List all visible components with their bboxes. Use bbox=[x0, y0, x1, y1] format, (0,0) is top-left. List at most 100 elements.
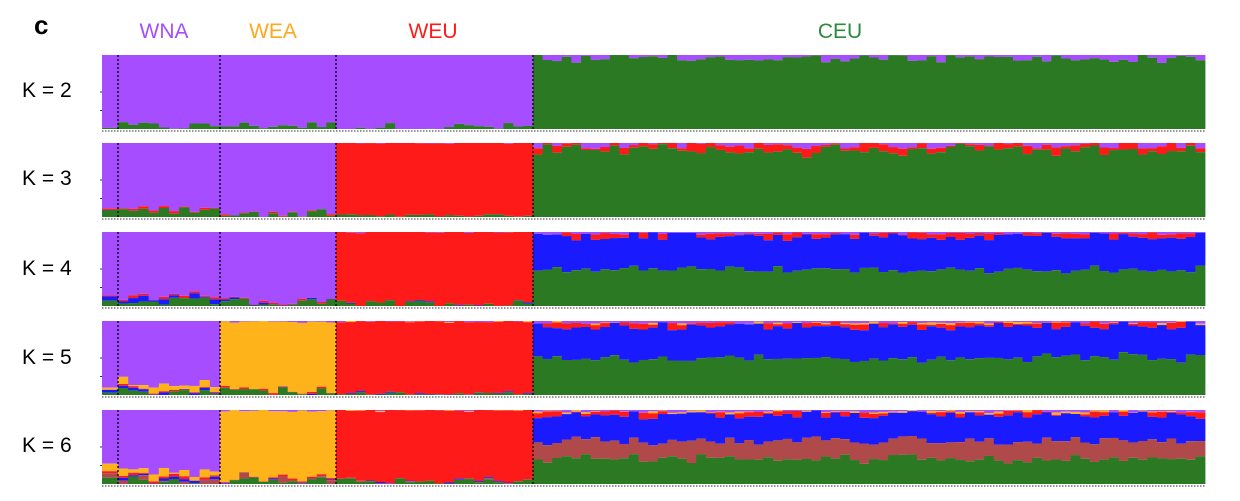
bar-ceu-green bbox=[1041, 271, 1052, 306]
bar-ceu-blue bbox=[1195, 325, 1206, 355]
bar-wea-green bbox=[249, 125, 260, 129]
bar-ceu-green bbox=[744, 459, 755, 484]
bar-ceu-purple bbox=[1070, 410, 1081, 412]
bar-wea-purple bbox=[268, 410, 279, 412]
bar-ceu-purple bbox=[629, 410, 639, 412]
bar-weu-green bbox=[483, 392, 494, 395]
bar-ceu-blue bbox=[1147, 416, 1158, 440]
bar-ceu-green bbox=[667, 456, 678, 484]
bar-ceu-green bbox=[811, 460, 822, 484]
bar-ceu-orange bbox=[936, 322, 947, 324]
bar-ceu-green bbox=[763, 359, 774, 395]
bar-ceu-purple bbox=[936, 232, 947, 235]
bar-ceu-purple bbox=[1176, 410, 1187, 413]
bar-wna-blue bbox=[179, 479, 190, 482]
bar-ceu-purple bbox=[677, 232, 687, 233]
bar-weu-blue bbox=[414, 393, 426, 395]
bar-wea-brown bbox=[239, 472, 250, 479]
bar-ceu-purple bbox=[1080, 232, 1091, 235]
bar-ceu-purple bbox=[945, 321, 956, 324]
bar-weu-green bbox=[424, 480, 435, 484]
bar-ceu-orange bbox=[955, 411, 966, 414]
bar-wea-purple bbox=[297, 232, 308, 299]
bar-ceu-purple bbox=[552, 410, 563, 411]
bar-ceu-purple bbox=[773, 55, 783, 61]
bar-wea-orange bbox=[278, 411, 289, 475]
bar-wna-red bbox=[102, 471, 119, 474]
bar-ceu-brown bbox=[715, 443, 726, 458]
bar-ceu-red bbox=[1176, 412, 1187, 415]
bar-wna-red bbox=[189, 291, 200, 294]
bar-ceu-purple bbox=[869, 321, 879, 322]
bar-ceu-green bbox=[1022, 269, 1033, 306]
bar-ceu-red bbox=[821, 234, 831, 238]
bar-ceu-red bbox=[571, 322, 582, 328]
bar-ceu-green bbox=[1003, 359, 1014, 395]
bar-ceu-green bbox=[1185, 56, 1196, 129]
bar-wea-red bbox=[239, 297, 250, 299]
bar-ceu-orange bbox=[974, 321, 985, 324]
bar-ceu-green bbox=[1061, 273, 1071, 306]
bar-wea-green bbox=[287, 481, 298, 484]
bar-ceu-purple bbox=[1137, 410, 1148, 411]
bar-ceu-brown bbox=[1080, 442, 1091, 459]
bar-ceu-green bbox=[821, 357, 831, 395]
bar-wna-blue bbox=[158, 478, 170, 481]
bar-ceu-purple bbox=[1157, 232, 1167, 235]
bar-wna-purple bbox=[169, 410, 180, 473]
bar-ceu-green bbox=[667, 148, 678, 217]
bar-weu-orange bbox=[493, 321, 504, 322]
bar-weu-red bbox=[483, 410, 494, 478]
bar-ceu-purple bbox=[1003, 232, 1014, 234]
bar-ceu-blue bbox=[1128, 325, 1139, 355]
bar-weu-purple bbox=[424, 232, 435, 233]
bar-ceu-purple bbox=[897, 410, 908, 412]
bar-ceu-blue bbox=[734, 323, 745, 358]
bar-ceu-orange bbox=[600, 322, 611, 324]
bar-ceu-green bbox=[1195, 152, 1206, 217]
bar-ceu-green bbox=[869, 57, 879, 129]
bar-wna-red bbox=[209, 207, 221, 209]
bar-wea-blue bbox=[278, 305, 289, 306]
bar-wna-purple bbox=[169, 321, 180, 387]
bar-ceu-purple bbox=[715, 55, 726, 57]
bar-weu-green bbox=[365, 215, 376, 217]
bar-weu-red bbox=[503, 321, 514, 392]
bar-weu-red bbox=[483, 232, 494, 304]
bar-ceu-purple bbox=[821, 410, 831, 413]
bar-ceu-orange bbox=[811, 322, 822, 323]
bar-wea-brown bbox=[278, 476, 289, 483]
bar-ceu-green bbox=[561, 272, 572, 306]
bar-ceu-purple bbox=[1099, 232, 1110, 234]
bar-ceu-green bbox=[763, 271, 774, 306]
bar-ceu-blue bbox=[974, 235, 985, 269]
bar-ceu-green bbox=[1176, 151, 1187, 217]
bar-ceu-blue bbox=[1022, 417, 1033, 442]
bar-ceu-blue bbox=[1089, 327, 1100, 357]
bar-ceu-red bbox=[888, 323, 899, 325]
bar-ceu-red bbox=[1080, 234, 1091, 239]
bar-ceu-orange bbox=[965, 321, 975, 323]
bar-wna-red bbox=[118, 384, 129, 386]
bar-wna-green bbox=[138, 391, 149, 395]
bar-weu-red bbox=[385, 143, 396, 215]
bar-ceu-red bbox=[1118, 143, 1129, 150]
bar-ceu-green bbox=[734, 153, 745, 217]
bar-ceu-green bbox=[1051, 357, 1062, 395]
bar-ceu-purple bbox=[763, 232, 774, 234]
bar-ceu-green bbox=[955, 57, 966, 129]
bar-weu-red bbox=[355, 321, 366, 392]
bar-ceu-red bbox=[782, 411, 793, 414]
bar-wea-green bbox=[239, 122, 250, 129]
bar-ceu-purple bbox=[533, 410, 543, 412]
bar-ceu-purple bbox=[725, 321, 735, 323]
bar-ceu-green bbox=[840, 269, 851, 306]
bar-ceu-purple bbox=[696, 321, 707, 323]
bar-ceu-purple bbox=[955, 232, 966, 233]
bar-ceu-purple bbox=[859, 410, 870, 413]
bar-weu-green bbox=[375, 302, 386, 306]
bar-ceu-blue bbox=[1089, 232, 1100, 266]
bar-weu-green bbox=[454, 479, 465, 484]
bar-ceu-red bbox=[686, 143, 697, 152]
bar-ceu-red bbox=[1137, 234, 1148, 238]
